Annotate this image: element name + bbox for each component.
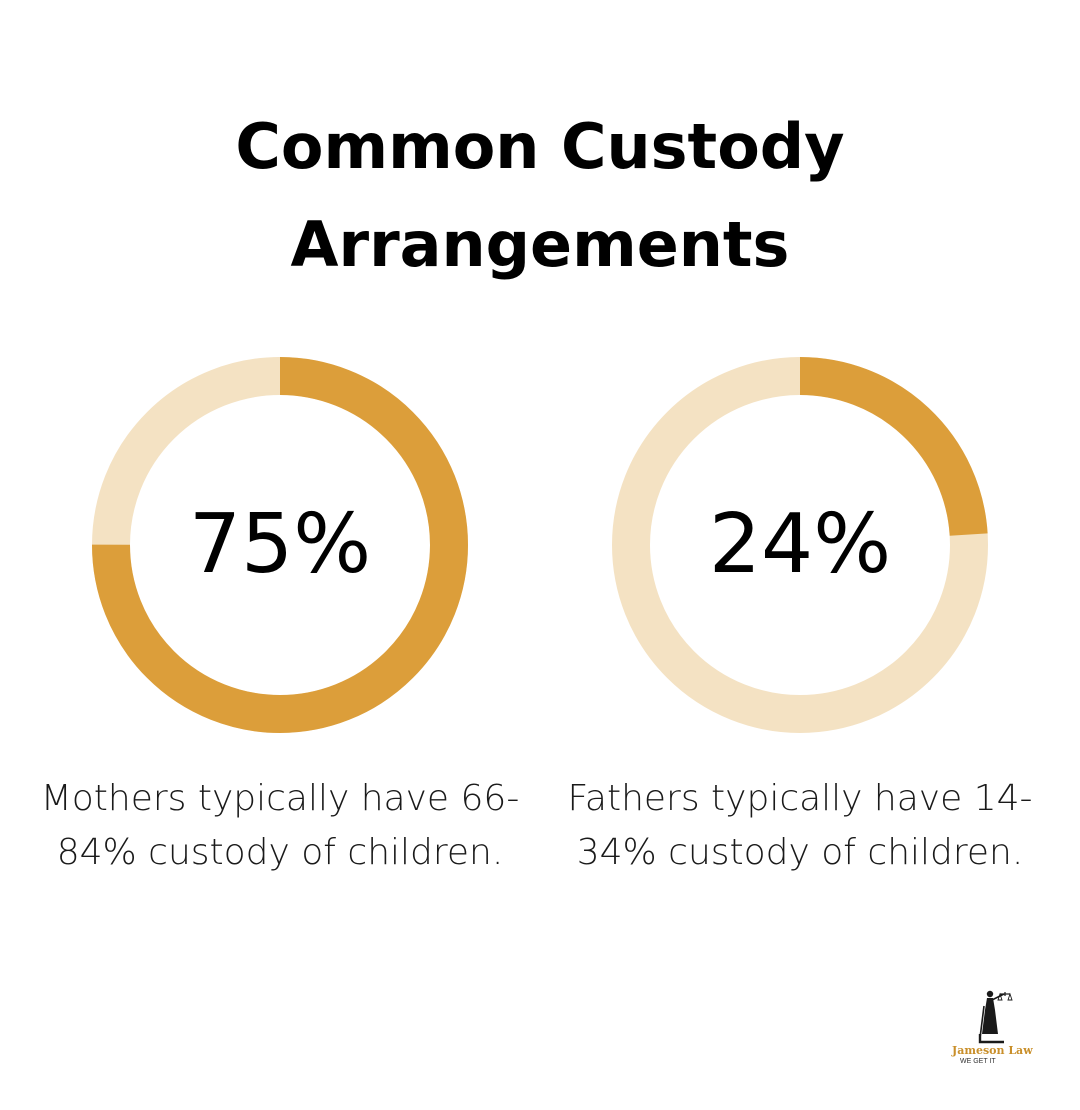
donut-slice-mothers	[92, 357, 468, 733]
donut-value-fathers: 24%	[708, 497, 892, 592]
brand-name: Jameson Law	[952, 1044, 1033, 1057]
donut-chart-fathers-svg	[612, 357, 988, 733]
caption-mothers: Mothers typically have 66-84% custody of…	[40, 778, 520, 873]
brand-logo: Jameson Law WE GET IT	[952, 988, 1042, 1068]
donut-chart-mothers: 75%	[90, 355, 470, 735]
caption-fathers: Fathers typically have 14-34% custody of…	[567, 778, 1033, 873]
donut-slice-fathers	[612, 357, 988, 733]
donut-chart-mothers-svg	[92, 357, 468, 733]
donut-chart-fathers: 24%	[610, 355, 990, 735]
lady-justice-icon	[978, 990, 1013, 1044]
donut-value-mothers: 75%	[188, 497, 372, 592]
brand-tagline: WE GET IT	[960, 1058, 996, 1065]
chart-title: Common Custody Arrangements	[235, 110, 845, 281]
